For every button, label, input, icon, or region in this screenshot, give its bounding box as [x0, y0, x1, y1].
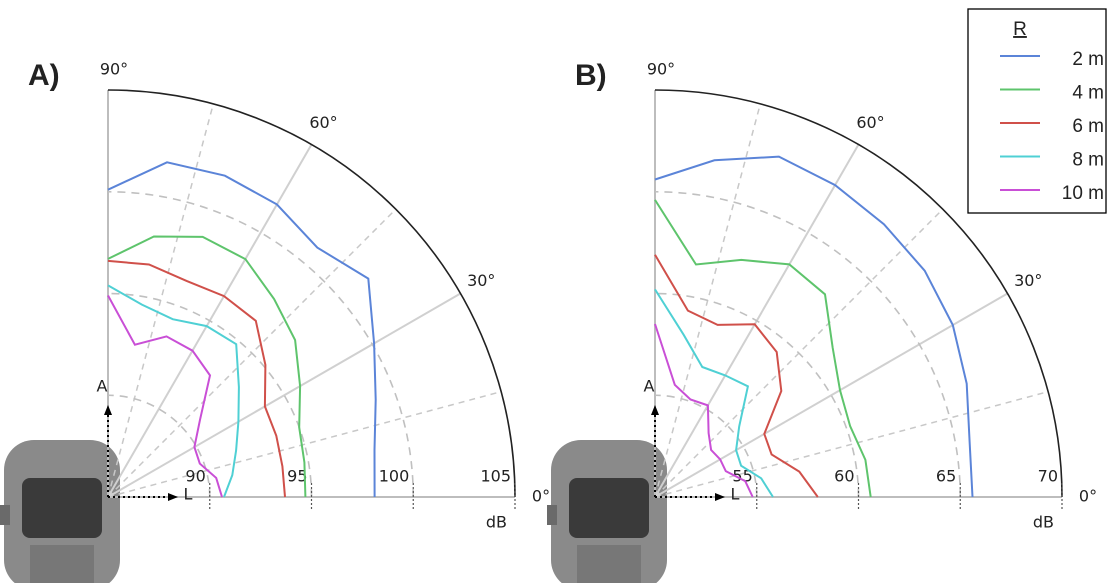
car	[547, 440, 667, 583]
r-tick-label: 65	[936, 467, 956, 486]
lateral-label: L	[731, 485, 740, 504]
r-tick-label: 105	[480, 467, 511, 486]
series-line	[655, 157, 973, 497]
series-line	[108, 261, 285, 497]
r-tick-label: 60	[834, 467, 854, 486]
theta-tick-label: 0°	[532, 487, 550, 506]
legend: R 2 m 4 m 6 m 8 m 10 m	[968, 9, 1106, 213]
panel-label: B)	[575, 59, 607, 92]
legend-label: 10 m	[1062, 183, 1104, 204]
lateral-label: L	[184, 485, 193, 504]
arrow-head	[104, 405, 112, 415]
theta-tick-label: 60°	[309, 113, 337, 132]
r-unit-label: dB	[1033, 513, 1054, 532]
forward-label: A	[644, 377, 655, 396]
legend-title: R	[1013, 19, 1027, 40]
legend-label: 6 m	[1072, 116, 1104, 137]
series-line	[108, 162, 376, 497]
theta-tick-label: 60°	[856, 113, 884, 132]
r-tick-label: 90	[185, 467, 205, 486]
legend-label: 4 m	[1072, 83, 1104, 104]
arrow-head	[651, 405, 659, 415]
forward-label: A	[97, 377, 108, 396]
r-unit-label: dB	[486, 513, 507, 532]
figure: 0°30°60°90°9095100105dBA)AL0°30°60°90°55…	[0, 0, 1108, 583]
r-tick-label: 70	[1038, 467, 1058, 486]
series-line	[655, 200, 871, 497]
theta-tick-label: 0°	[1079, 487, 1097, 506]
legend-label: 2 m	[1072, 49, 1104, 70]
car	[0, 440, 120, 583]
series-line	[108, 285, 239, 497]
series-line	[108, 237, 305, 498]
panel-label: A)	[28, 59, 60, 92]
r-tick-label: 100	[379, 467, 410, 486]
theta-tick-label: 30°	[1014, 271, 1042, 290]
theta-tick-label: 30°	[467, 271, 495, 290]
arrow-head	[168, 493, 178, 501]
legend-label: 8 m	[1072, 150, 1104, 171]
theta-tick-label: 90°	[100, 60, 128, 79]
theta-tick-label: 90°	[647, 60, 675, 79]
arrow-head	[715, 493, 725, 501]
car-icons	[0, 440, 667, 583]
